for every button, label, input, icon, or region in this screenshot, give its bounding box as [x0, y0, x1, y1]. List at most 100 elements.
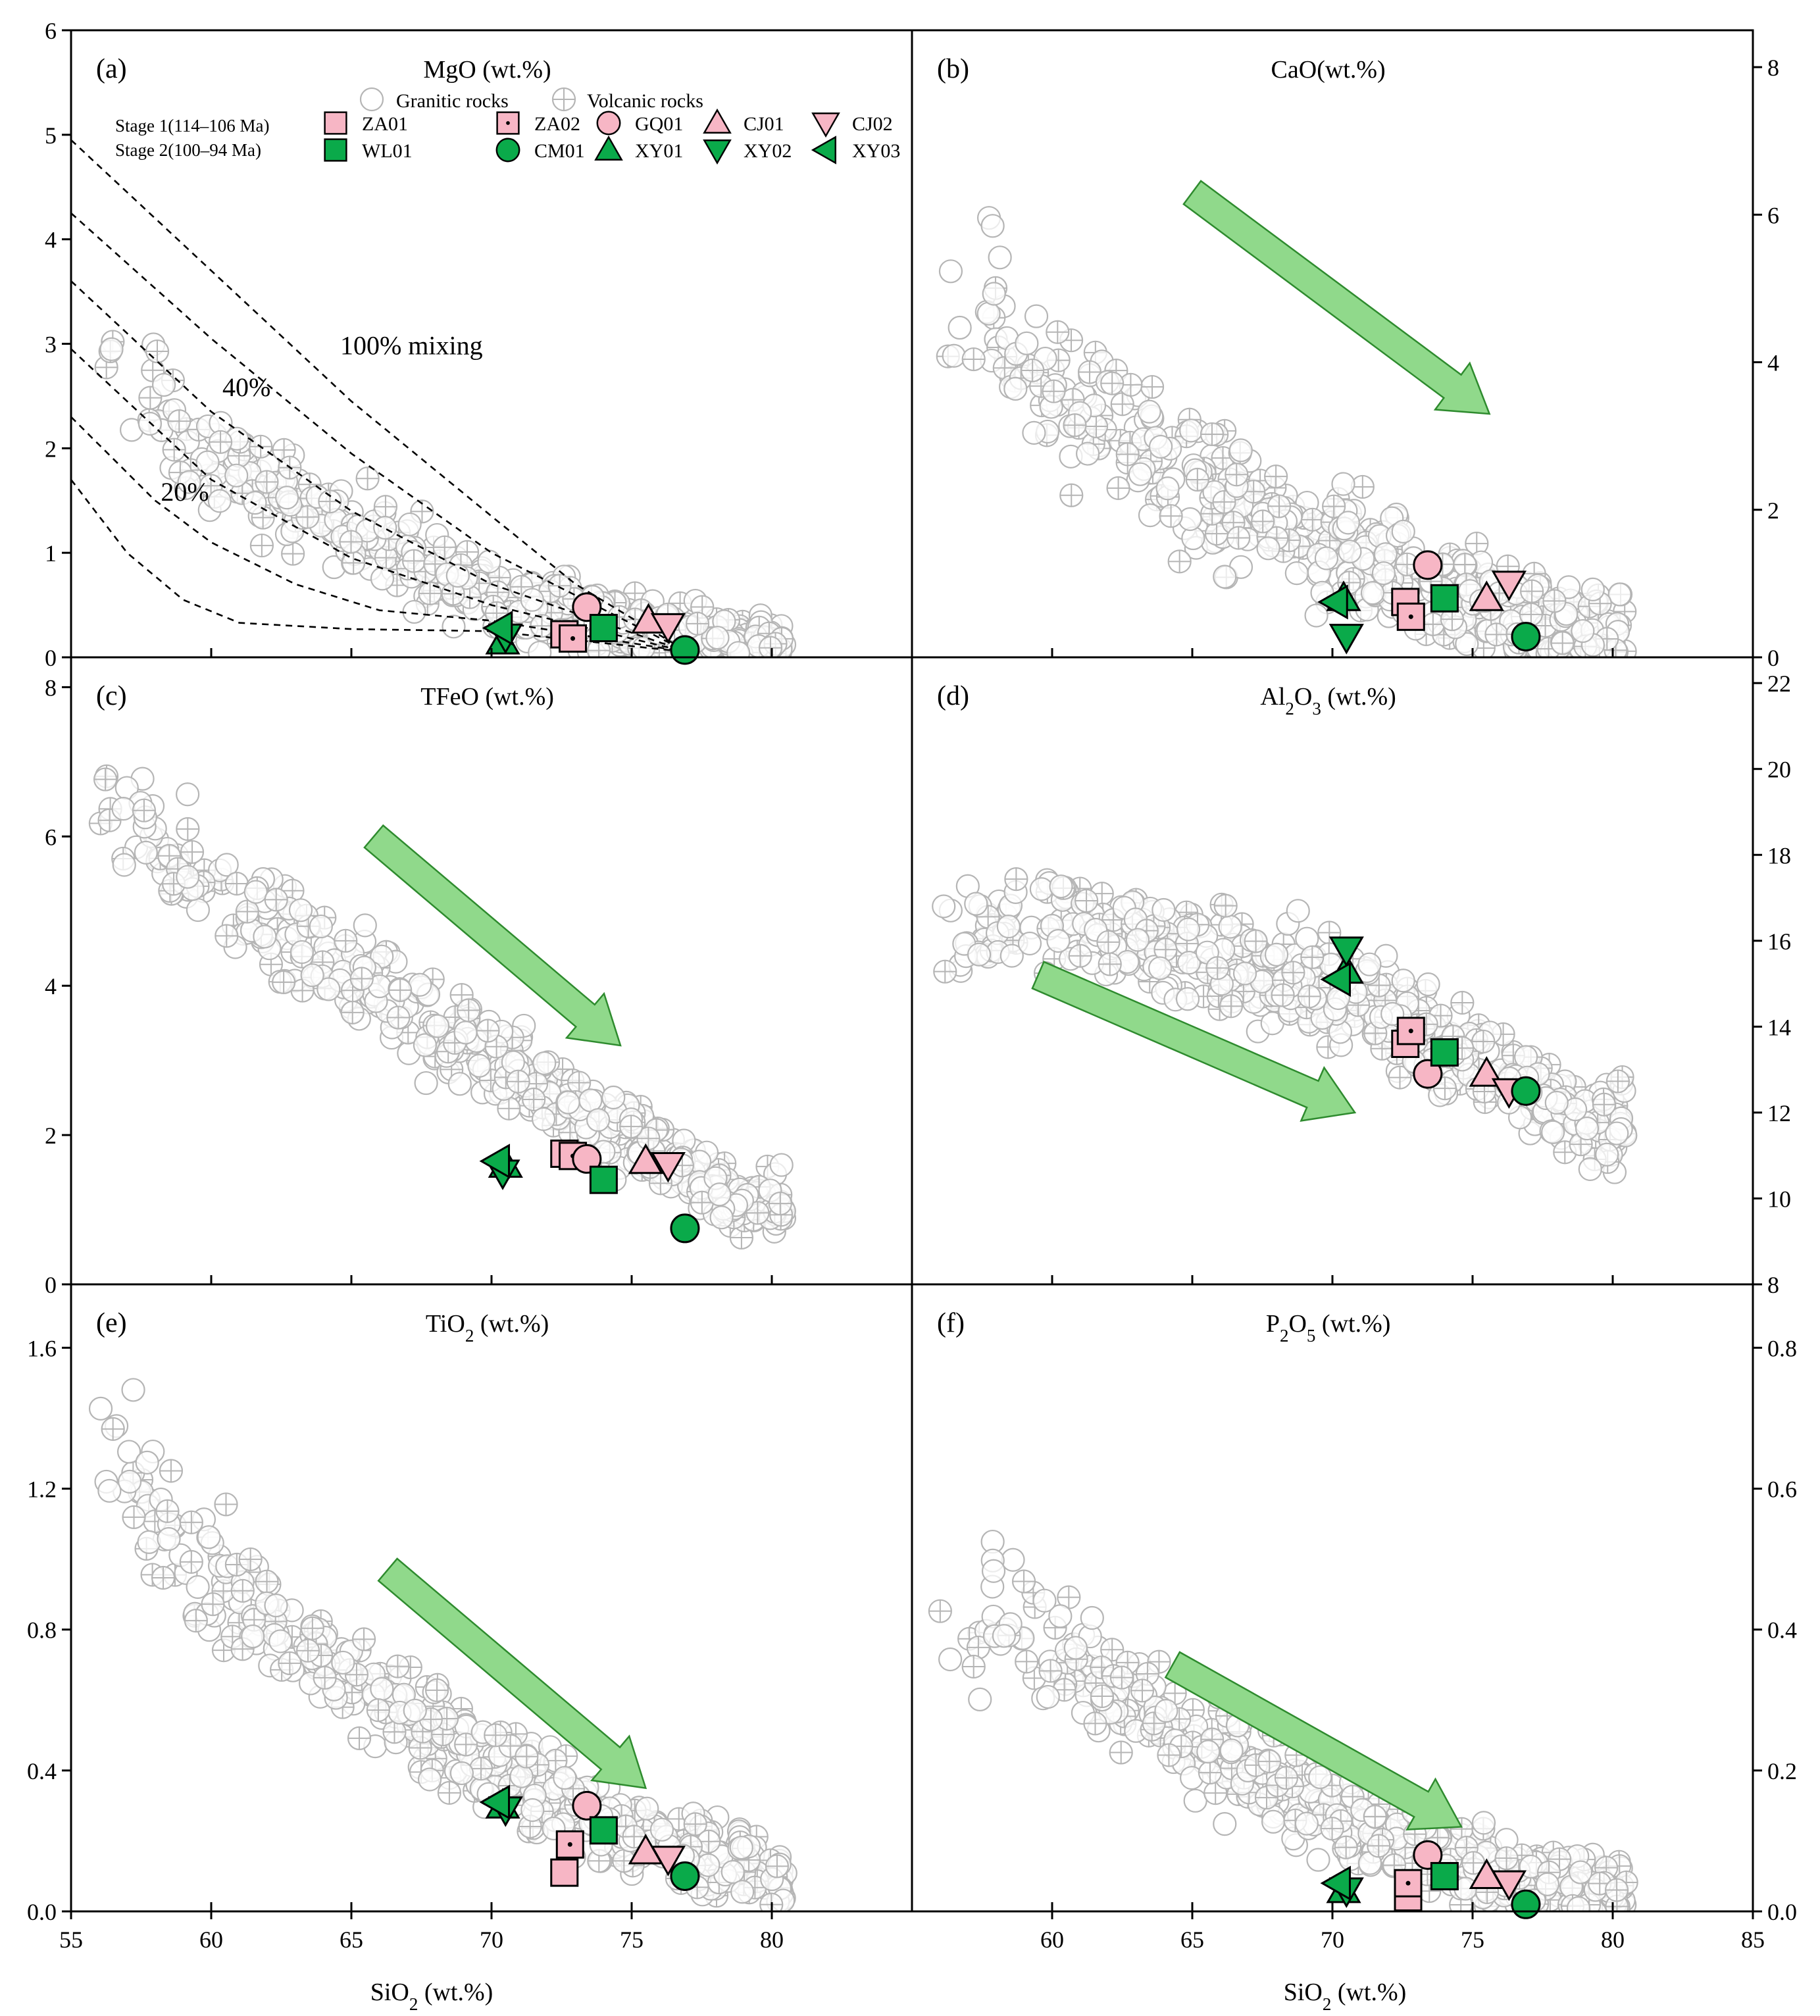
x-ticks-e: 55 60 65 70 75 80 [59, 1902, 784, 1953]
granitic-rock-point [1306, 1848, 1330, 1872]
granitic-rock-point [353, 913, 377, 938]
sample-cj02 [1491, 570, 1527, 601]
granitic-rock-point [135, 1450, 159, 1474]
volcanic-rock-point [1471, 1029, 1496, 1054]
volcanic-rock-point [340, 1000, 365, 1024]
background-rocks-b [936, 206, 1637, 657]
volcanic-rock-point [255, 470, 279, 494]
granitic-rock-point [1196, 1740, 1221, 1764]
x-ticks-d [1051, 1275, 1614, 1284]
granitic-rock-point [243, 491, 267, 515]
granitic-rock-point [932, 894, 956, 919]
y-tick-label: 6 [45, 824, 57, 850]
x-tick-label: 75 [1461, 1927, 1484, 1953]
trend-arrow-c [363, 824, 622, 1047]
legend-label-xy02: XY02 [744, 140, 792, 162]
granitic-rock-point [1175, 987, 1200, 1011]
granitic-rock-point [186, 1575, 210, 1600]
granitic-rock-point [243, 880, 268, 904]
volcanic-rock-point [201, 1592, 225, 1617]
granitic-rock-point [1137, 399, 1161, 424]
volcanic-rock-point [162, 438, 186, 462]
legend-marker-xy02 [703, 139, 732, 165]
volcanic-rock-point [457, 998, 481, 1022]
volcanic-rock-point [1038, 1659, 1063, 1683]
y-tick-label: 14 [1767, 1014, 1791, 1040]
granitic-rock-point [709, 1205, 734, 1230]
y-tick-label: 8 [1767, 55, 1779, 81]
legend-label-wl01: WL01 [362, 140, 413, 162]
sample-za02 [1396, 602, 1425, 631]
mixing-curve-0 [71, 139, 688, 653]
legend-marker-xy03 [811, 136, 836, 164]
granitic-rock-point [556, 1090, 580, 1115]
granitic-rock-point [532, 1051, 557, 1076]
granitic-rock-point [1176, 917, 1201, 942]
panel-label-c: (c) [96, 681, 127, 711]
x-tick-label: 80 [760, 1927, 784, 1953]
granitic-rock-point [408, 972, 432, 997]
volcanic-rock-point [278, 1651, 302, 1675]
volcanic-rock-point [432, 535, 457, 559]
granitic-rock-point [1125, 928, 1150, 952]
sample-wl01 [589, 1165, 618, 1194]
volcanic-rock-point [1059, 483, 1084, 507]
y-tick-label: 6 [45, 18, 57, 44]
y-tick-label: 2 [45, 436, 57, 462]
granitic-rock-point [1032, 1588, 1057, 1613]
granitic-rock-point [1080, 1605, 1104, 1630]
volcanic-rock-point [468, 1757, 493, 1781]
volcanic-rock-point [373, 495, 398, 519]
panel-d: 8 10 12 14 16 18 20 22 (d) Al2O3 (wt.%) [911, 656, 1791, 1298]
legend-item-gq01 [596, 111, 621, 136]
legend-label-cj02: CJ02 [852, 113, 893, 135]
volcanic-rock-point [1257, 1749, 1282, 1774]
granitic-rock-point [976, 301, 1001, 326]
volcanic-rock-point [366, 1698, 390, 1723]
x-tick-label: 55 [59, 1927, 83, 1953]
volcanic-rock-point [1300, 945, 1325, 969]
background-rocks-d [932, 867, 1638, 1184]
volcanic-rock-point [318, 490, 342, 514]
legend-marker-cm01 [495, 138, 520, 163]
volcanic-rock-point [1063, 413, 1087, 438]
volcanic-rock-point [619, 1115, 644, 1139]
granitic-rock-point [414, 1071, 438, 1096]
granitic-rock-point [726, 641, 751, 657]
granitic-rock-point [1183, 1788, 1207, 1813]
sample-xy03 [479, 1784, 511, 1820]
granitic-rock-point [1578, 1157, 1602, 1181]
volcanic-rock-point [768, 1192, 792, 1216]
volcanic-rock-point [224, 871, 249, 896]
sample-za02-dot [1408, 1028, 1413, 1034]
granitic-rock-point [309, 914, 333, 939]
granitic-rock-point [88, 1396, 113, 1421]
volcanic-rock-point [1200, 422, 1225, 447]
granitic-rock-point [1544, 1090, 1569, 1115]
volcanic-rock-point [1090, 1684, 1115, 1709]
volcanic-rock-point [401, 549, 426, 573]
granitic-rock-point [996, 914, 1021, 939]
volcanic-rock-point [961, 347, 986, 372]
granitic-rock-point [720, 1859, 745, 1884]
legend-marker-za01 [324, 111, 347, 135]
sample-wl01 [589, 1816, 618, 1845]
volcanic-rock-point [1226, 526, 1251, 550]
x-tick-label: 60 [1040, 1927, 1064, 1953]
legend-label-cj01: CJ01 [744, 113, 784, 135]
granitic-rock-point [121, 1378, 145, 1402]
panel-title-e: TiO2 (wt.%) [426, 1310, 549, 1346]
volcanic-rock-point [382, 1720, 407, 1744]
granitic-rock-point [769, 1153, 794, 1177]
granitic-rock-point [1336, 511, 1360, 535]
granitic-rock-point [1148, 956, 1173, 980]
sample-za02-dot [570, 636, 576, 641]
y-tick-label: 18 [1767, 842, 1791, 869]
legend-marker-za02-dot [506, 121, 510, 125]
volcanic-rock-point [388, 978, 413, 1003]
volcanic-rock-point [264, 888, 288, 912]
x-tick-label: 85 [1741, 1927, 1765, 1953]
granitic-rock-point [1022, 420, 1046, 445]
y-tick-label: 0.8 [1767, 1335, 1797, 1361]
